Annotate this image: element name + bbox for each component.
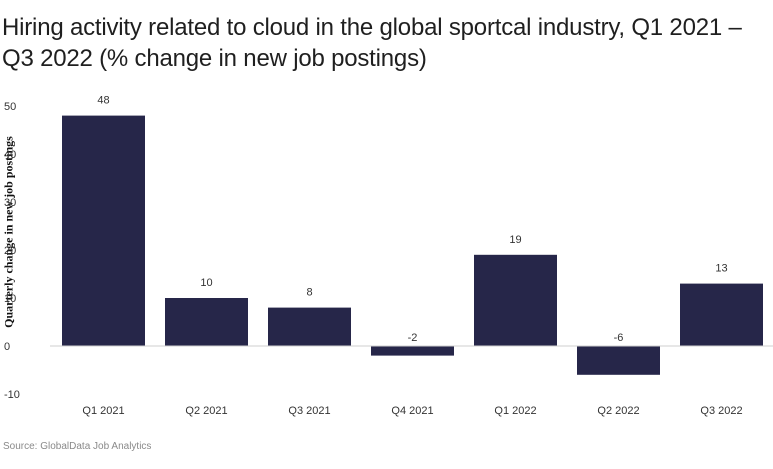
chart-title: Hiring activity related to cloud in the … [2,14,742,72]
source-note: Source: GlobalData Job Analytics [3,441,152,452]
value-label: 13 [715,263,727,275]
x-tick-label: Q1 2022 [494,405,536,417]
bar-q1-2021 [62,115,145,346]
x-tick-label: Q1 2021 [82,405,124,417]
bar-q3-2021 [268,307,351,346]
bar-q2-2022 [577,346,660,375]
value-label: 48 [97,95,109,107]
value-label: -6 [614,332,624,344]
value-label: -2 [408,332,418,344]
x-axis-ticks: Q1 2021 Q2 2021 Q3 2021 Q4 2021 Q1 2022 Q2 20… [82,405,742,417]
bars [62,115,763,375]
x-tick-label: Q3 2021 [288,405,330,417]
x-tick-label: Q2 2021 [185,405,227,417]
bar-q2-2021 [165,298,248,346]
y-tick-label: 40 [4,149,16,161]
x-tick-label: Q4 2021 [391,405,433,417]
bar-q1-2022 [474,254,557,346]
y-tick-label: 20 [4,245,16,257]
y-tick-label: -10 [4,389,20,401]
x-tick-label: Q3 2022 [700,405,742,417]
value-label: 8 [306,287,312,299]
value-label: 19 [509,234,521,246]
value-label: 10 [200,277,212,289]
y-tick-label: 0 [4,341,10,353]
y-tick-label: 10 [4,293,16,305]
value-labels: 48 10 8 -2 19 -6 13 [97,95,727,344]
y-axis-ticks: -10 0 10 20 30 40 50 [4,101,20,401]
bar-q3-2022 [680,283,763,346]
x-tick-label: Q2 2022 [597,405,639,417]
bar-q4-2021 [371,346,454,356]
y-tick-label: 50 [4,101,16,113]
y-tick-label: 30 [4,197,16,209]
